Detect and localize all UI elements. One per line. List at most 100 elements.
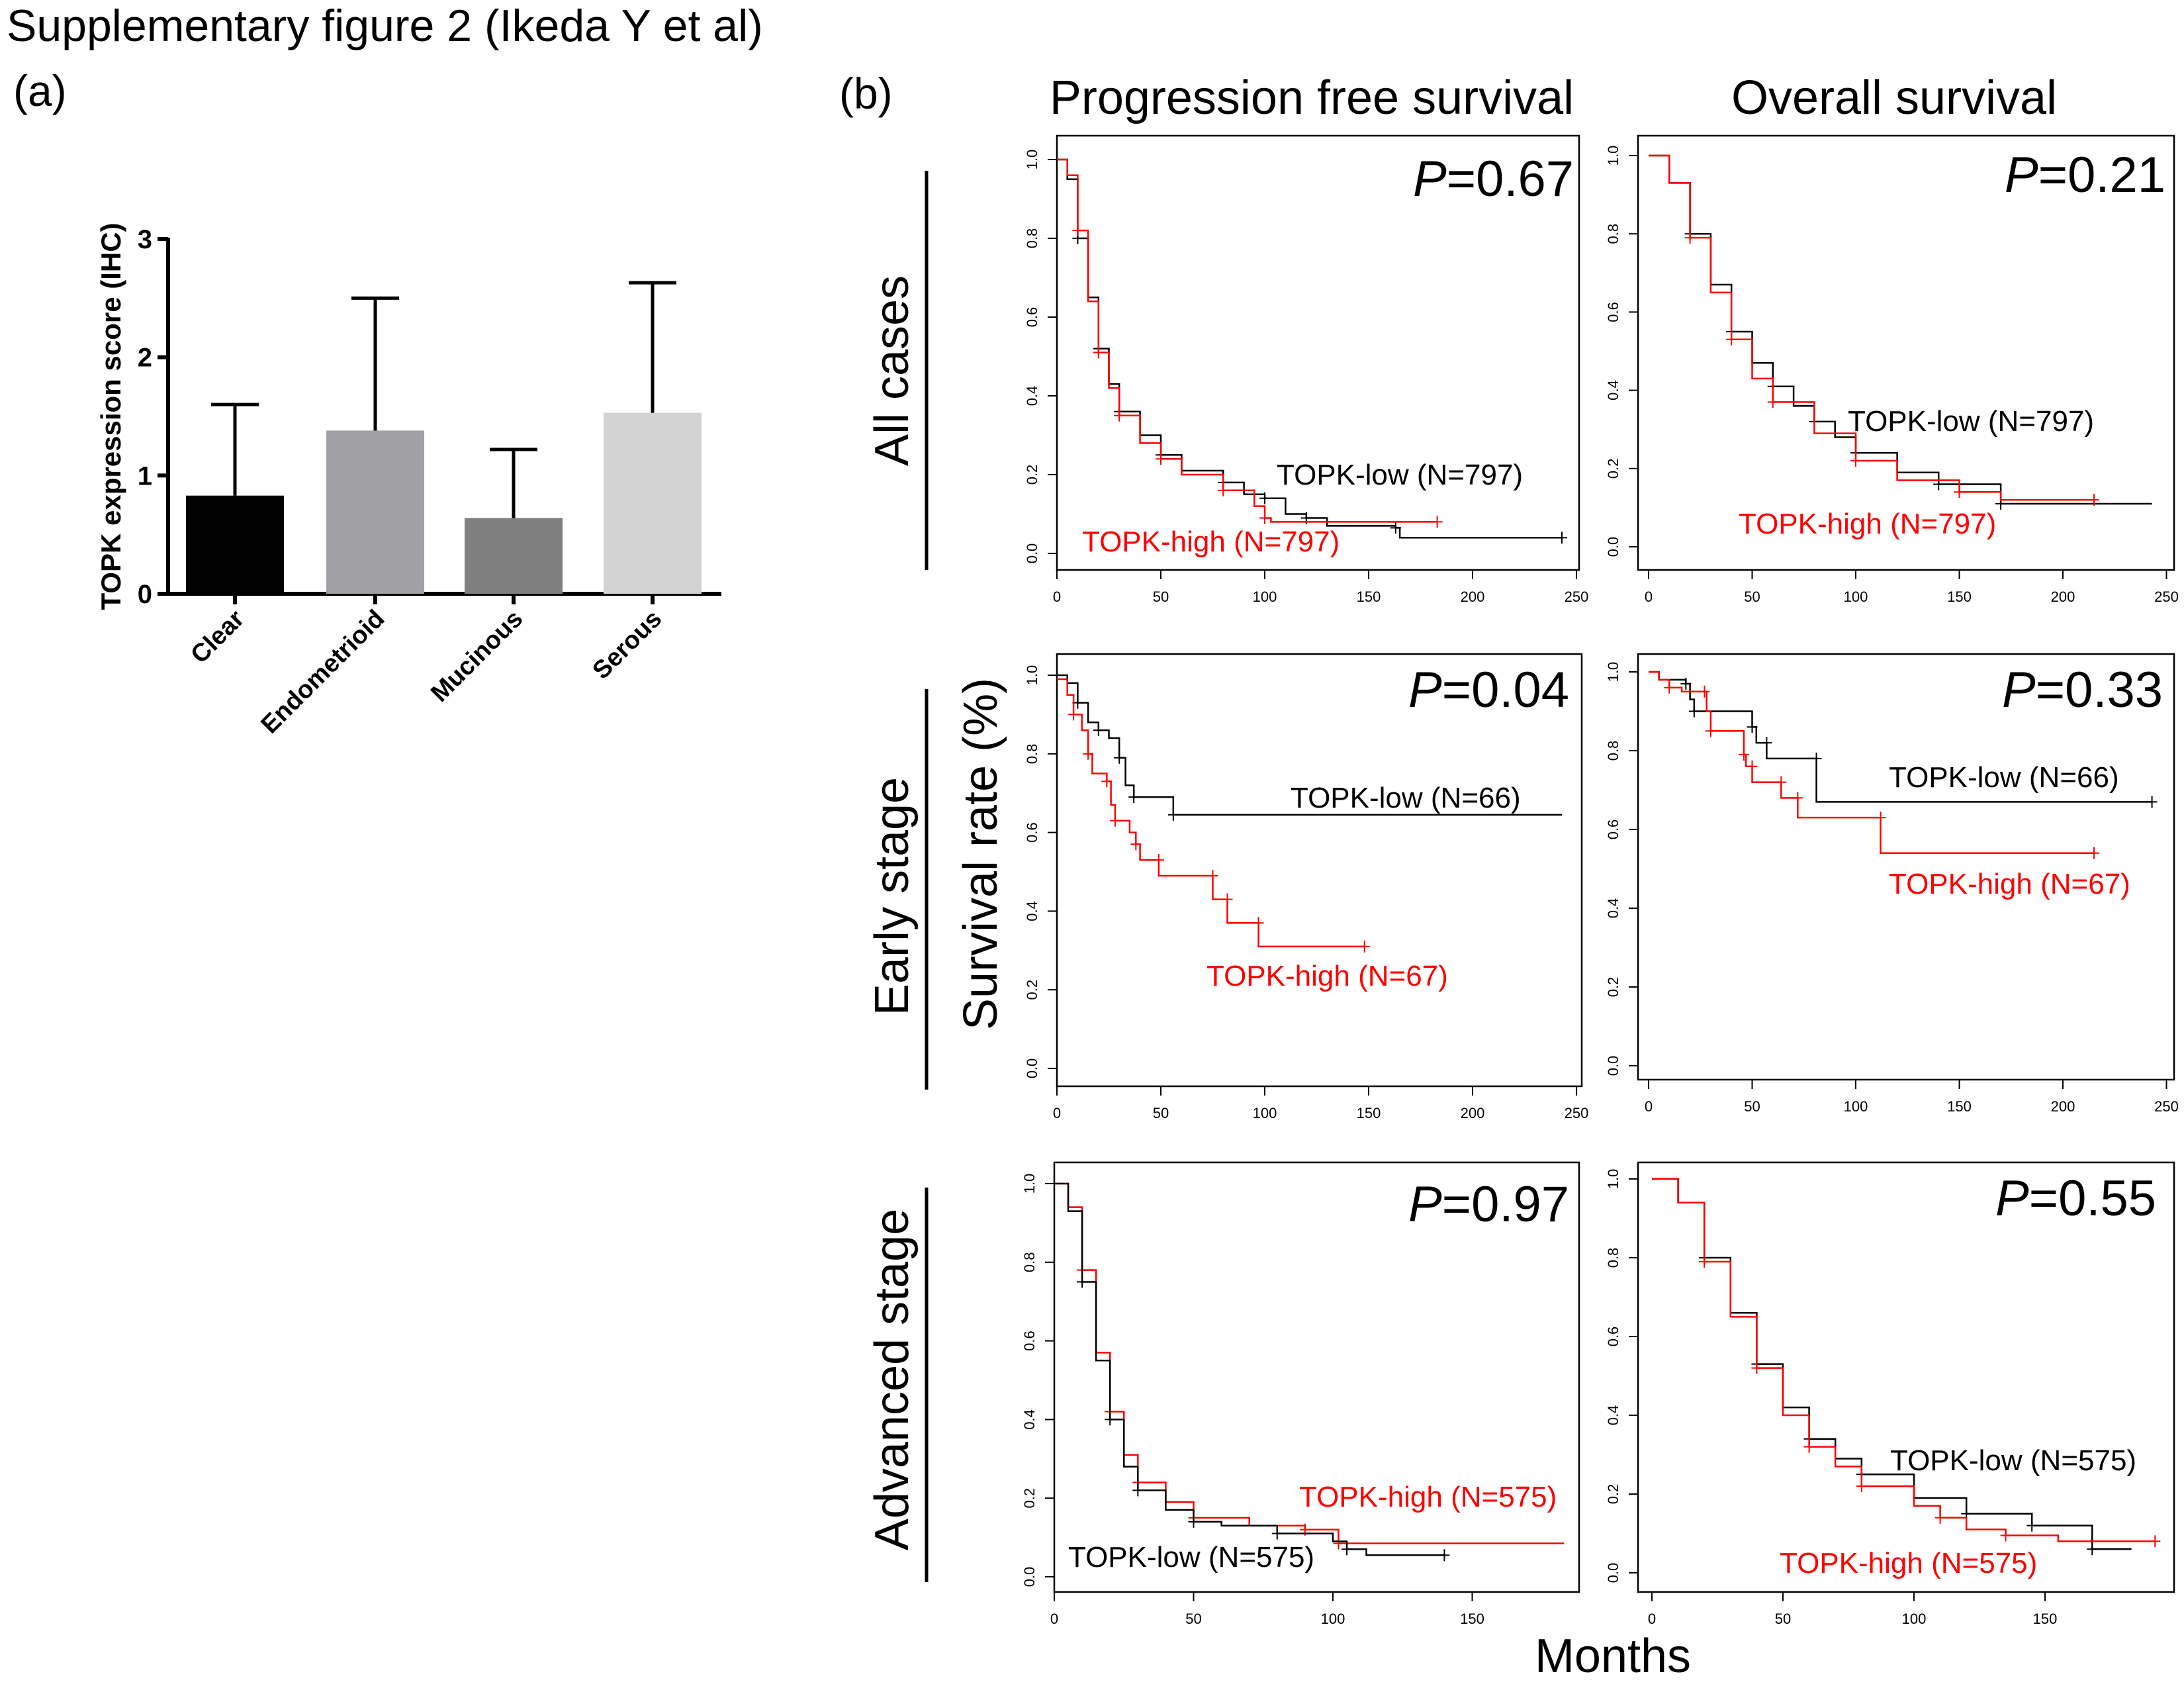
y-tick-label: 0.0 [1024,1058,1040,1079]
x-tick-label: 150 [1947,588,1972,605]
panel-b-label: (b) [839,69,893,118]
censor-mark-low [1557,532,1568,544]
censor-mark-high [1207,869,1218,882]
censor-mark-high [1068,708,1079,721]
p-symbol: P [2002,662,2036,718]
p-value-number: =0.97 [1442,1176,1569,1233]
y-tick-label: 0.8 [1605,741,1621,761]
x-tick-label-serous: Serous [588,605,668,685]
legend-label-high: TOPK-high (N=575) [1299,1481,1557,1513]
legend-label-low: TOPK-low (N=575) [1068,1541,1314,1573]
censor-mark-high [2150,1535,2161,1548]
censor-mark-high [1856,1480,1867,1493]
censor-mark-high [1109,814,1120,827]
x-tick-label: 50 [1775,1611,1791,1627]
legend-label-high: TOPK-high (N=797) [1082,526,1340,558]
censor-mark-high [1875,812,1886,824]
censor-mark-low [1105,1413,1116,1426]
y-tick-label: 3 [138,225,152,254]
censor-mark-high [1954,486,1965,498]
row-label-advanced-stage: Advanced stage [866,1209,919,1550]
x-tick-label: 150 [1460,1611,1484,1627]
x-tick-label: 100 [1844,1098,1868,1115]
censor-mark-high [1803,1440,1815,1453]
censor-mark-high [1767,396,1778,408]
y-tick-label: 0.2 [1605,1484,1621,1505]
censor-mark-high [2088,847,2099,859]
y-tick-label: 0.2 [1021,1488,1038,1509]
survival-curve-high [1649,154,2094,501]
x-tick-label: 200 [2051,1098,2075,1115]
plot-frame [1637,134,2175,571]
y-tick-label: 0.2 [1605,977,1621,998]
y-tick-label: 0.0 [1021,1567,1038,1587]
y-tick-label: 1 [138,461,152,491]
plot-frame [1053,1161,1580,1593]
censor-mark-low [2146,796,2158,808]
censor-mark-high [1072,224,1083,237]
censor-mark-high [1738,748,1749,761]
censor-mark-low [1077,1276,1088,1288]
p-value-number: =0.04 [1442,662,1569,718]
km-panel-6: 0.0 0.2 0.4 0.6 0.8 1.0 0 50 100 150 TOPK-low (N=5… [1605,1161,2175,1627]
bar-mucinous [465,518,563,594]
x-tick-label: 50 [1744,588,1760,605]
y-tick-label: 0.6 [1024,822,1040,843]
x-tick-label: 0 [1645,1098,1653,1115]
x-tick-label: 50 [1744,1098,1760,1115]
censor-mark-low [1680,677,1692,690]
y-tick-label: 0 [138,580,152,609]
x-tick-label: 50 [1153,588,1169,605]
x-tick-label: 200 [2051,588,2075,605]
y-tick-label: 0.4 [1605,898,1621,919]
y-tick-label: 1.0 [1024,150,1040,170]
km-panel-3: 0.0 0.2 0.4 0.6 0.8 1.0 0 50 100 150 200 250 TOPK-lo… [1024,653,1588,1121]
y-tick-label: 1.0 [1024,665,1040,686]
y-tick-label: 0.2 [1024,980,1040,1000]
x-tick-label: 150 [1357,588,1381,605]
censor-mark-low [1128,791,1140,804]
survival-curve-low [1649,154,2152,505]
y-tick-label: 1.0 [1605,146,1621,166]
y-tick-label: 0.4 [1605,1405,1621,1426]
km-panel-4: 0.0 0.2 0.4 0.6 0.8 1.0 0 50 100 150 200 250 TOPK-lo… [1605,653,2179,1115]
p-value-number: =0.21 [2038,147,2165,203]
x-tick-label: 100 [1253,588,1277,605]
legend-label-high: TOPK-high (N=797) [1739,508,1996,540]
survival-curve-low [1652,1178,2132,1550]
km-panel-5: 0.0 0.2 0.4 0.6 0.8 1.0 0 50 100 150 TOPK-high (N=… [1021,1161,1580,1627]
km-panels: 0.0 0.2 0.4 0.6 0.8 1.0 0 50 100 150 200 250 TOPK-lo… [1021,134,2179,1627]
y-tick-label: 0.6 [1605,1327,1621,1347]
legend-label-low: TOPK-low (N=575) [1890,1444,2136,1477]
p-value-number: =0.33 [2036,662,2163,718]
y-tick-label: 0.4 [1605,380,1621,400]
x-tick-label: 0 [1648,1611,1656,1627]
censor-mark-high [1699,1255,1710,1268]
panel-a-label: (a) [13,66,67,115]
x-tick-label: 250 [2154,588,2179,605]
bar-chart-topk-expression: 0 1 2 3 TOPK expression score (IHC) Clear Endo… [95,222,721,739]
censor-mark-high [1850,454,1861,467]
y-tick-label: 0.4 [1021,1409,1038,1430]
y-tick-label: 0.8 [1021,1252,1038,1273]
censor-mark-high [1432,516,1443,528]
y-tick-label: 0.6 [1024,307,1040,328]
censor-mark-high [1333,1537,1344,1550]
censor-mark-low [1342,1543,1353,1556]
censor-mark-high [1114,409,1125,422]
censor-mark-high [2000,1529,2011,1542]
p-value: P=0.55 [1995,1170,2156,1227]
x-tick-label-mucinous: Mucinous [426,605,528,708]
legend-label-low: TOPK-low (N=66) [1889,761,2119,794]
x-tick-label: 0 [1050,1611,1058,1627]
legend-label-low: TOPK-low (N=797) [1848,405,2094,438]
bar-clear [186,495,284,594]
censor-mark-low [1132,1484,1144,1497]
censor-mark-low [2026,1519,2038,1532]
x-tick-label: 100 [1253,1105,1277,1121]
censor-mark-high [1130,838,1142,851]
p-value: P=0.97 [1408,1176,1569,1233]
censor-mark-low [1167,808,1179,821]
y-tick-label: 0.6 [1021,1331,1038,1351]
censor-mark-high [1726,333,1737,346]
